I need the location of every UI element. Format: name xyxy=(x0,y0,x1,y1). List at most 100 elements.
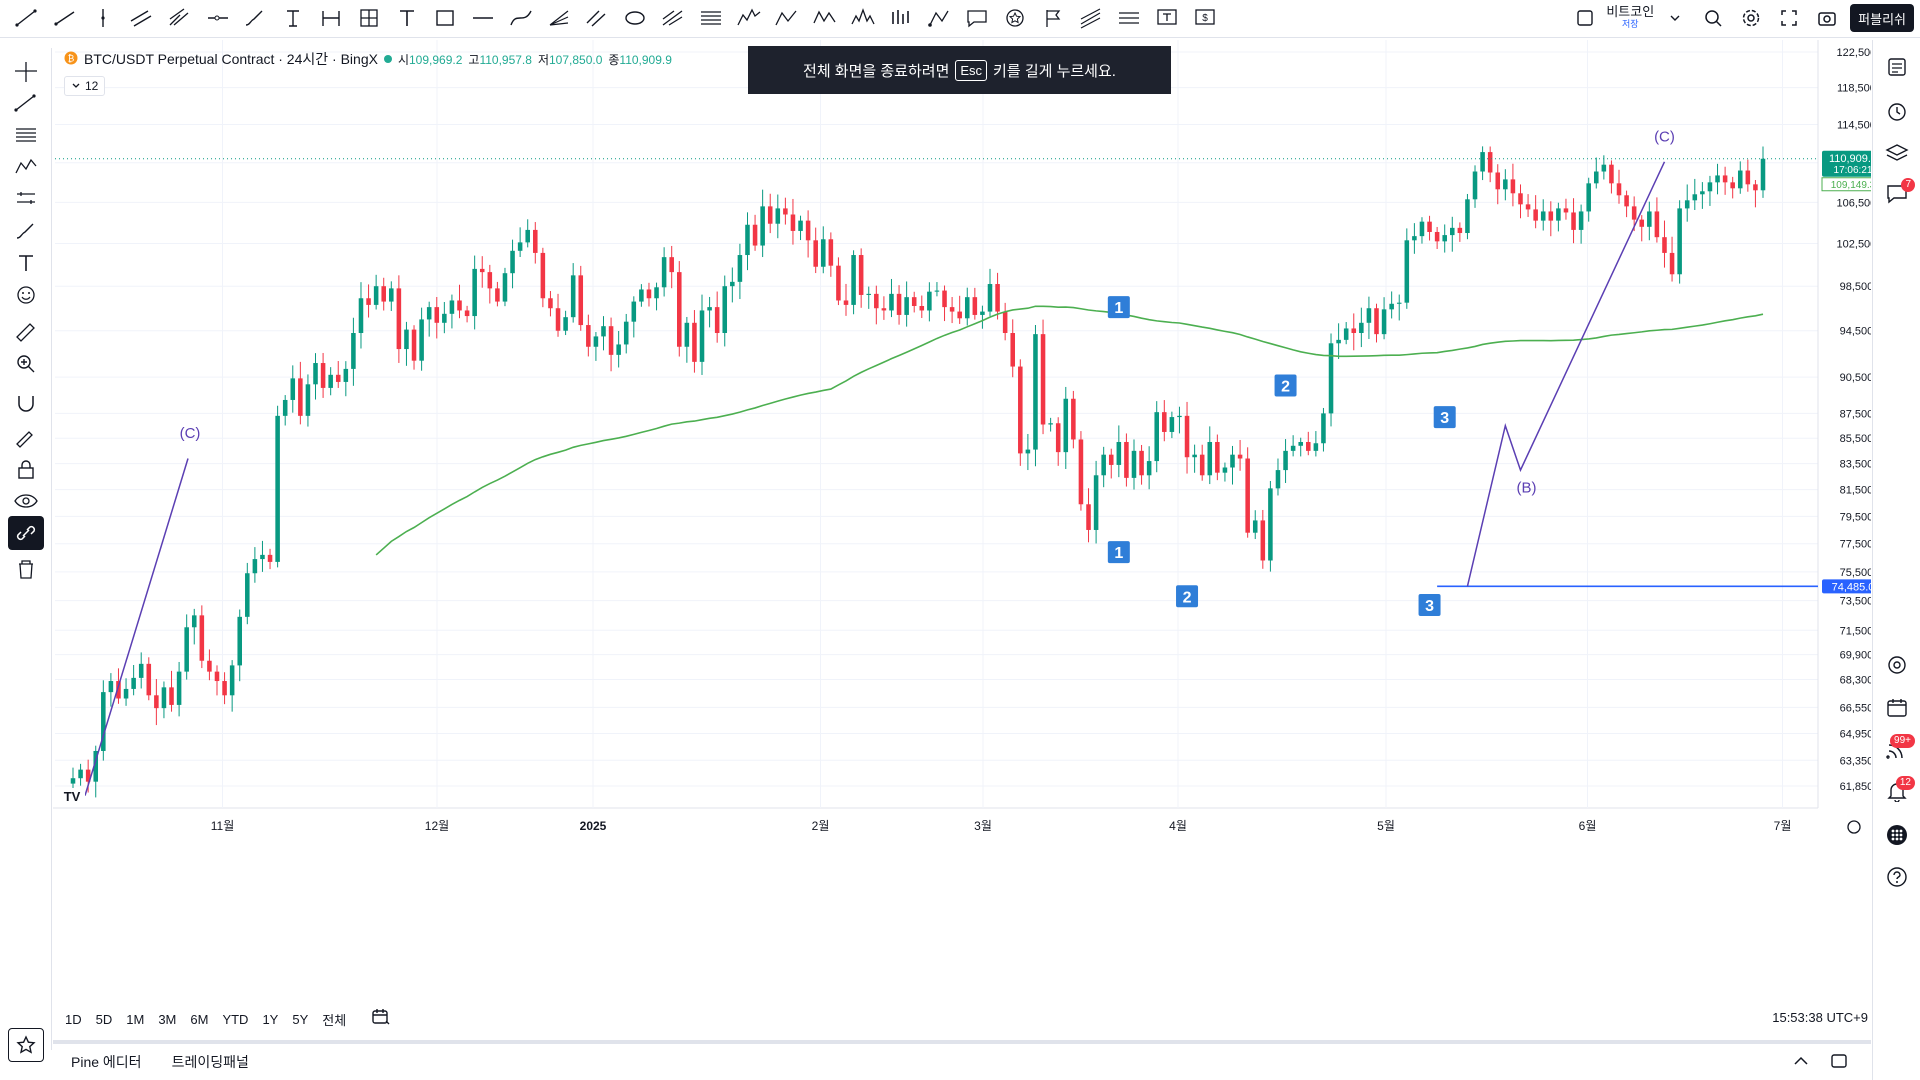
candle-body[interactable] xyxy=(1359,322,1364,334)
candle-body[interactable] xyxy=(1199,454,1205,476)
stream-icon[interactable]: 99+ xyxy=(1879,732,1915,766)
candle-body[interactable] xyxy=(623,321,629,345)
candle-body[interactable] xyxy=(161,687,167,709)
symbol-save-box[interactable]: 비트코인 저장 xyxy=(1570,3,1690,33)
candle-body[interactable] xyxy=(1055,423,1061,453)
candle-body[interactable] xyxy=(1540,211,1546,221)
candle-body[interactable] xyxy=(1328,343,1334,414)
candle-body[interactable] xyxy=(752,224,758,246)
candle-body[interactable] xyxy=(1010,333,1016,367)
candle-body[interactable] xyxy=(1412,236,1417,241)
price-chart[interactable]: 122,500.0 118,500.0 114,500.0 106,500.0 102,… xyxy=(53,40,1871,1030)
candle-body[interactable] xyxy=(1366,308,1372,323)
candle-body[interactable] xyxy=(313,363,318,385)
candle-body[interactable] xyxy=(275,415,280,562)
vertical-line-icon[interactable] xyxy=(84,0,122,36)
fib-icon[interactable] xyxy=(8,118,44,152)
candle-body[interactable] xyxy=(881,308,887,311)
indicator-collapse-button[interactable]: 12 xyxy=(64,76,106,96)
candle-body[interactable] xyxy=(608,326,614,355)
candle-body[interactable] xyxy=(533,229,538,253)
candle-body[interactable] xyxy=(578,275,584,326)
callout-icon[interactable] xyxy=(958,0,996,36)
candle-body[interactable] xyxy=(874,293,879,309)
ray-icon[interactable] xyxy=(46,0,84,36)
wave-count-marker[interactable] xyxy=(1433,406,1456,429)
wave-count-marker[interactable] xyxy=(1274,374,1297,397)
candle-body[interactable] xyxy=(692,322,697,362)
text-note-icon[interactable] xyxy=(1148,0,1186,36)
candle-body[interactable] xyxy=(1745,170,1751,185)
candle-body[interactable] xyxy=(1457,227,1463,234)
regression-icon[interactable] xyxy=(1072,0,1110,36)
candle-body[interactable] xyxy=(927,291,932,311)
candle-body[interactable] xyxy=(896,293,902,315)
brush-icon[interactable] xyxy=(8,214,44,248)
candle-body[interactable] xyxy=(540,252,546,299)
candle-body[interactable] xyxy=(252,559,258,574)
candle-body[interactable] xyxy=(616,344,621,355)
candle-body[interactable] xyxy=(1215,441,1220,473)
candle-body[interactable] xyxy=(904,297,909,315)
candle-body[interactable] xyxy=(1351,328,1357,334)
wave-count-marker[interactable] xyxy=(1418,594,1441,617)
candle-body[interactable] xyxy=(1321,413,1326,444)
candle-body[interactable] xyxy=(108,681,114,693)
candle-body[interactable] xyxy=(843,300,849,305)
quick-search-icon[interactable] xyxy=(1698,3,1728,33)
candle-body[interactable] xyxy=(1063,398,1069,453)
elliott-wave-icon[interactable] xyxy=(730,0,768,36)
anchored-vwap-icon[interactable] xyxy=(920,0,958,36)
range-전체[interactable]: 전체 xyxy=(322,1012,347,1028)
candle-body[interactable] xyxy=(502,273,508,302)
chat-icon[interactable]: 7 xyxy=(1879,176,1915,210)
candle-body[interactable] xyxy=(1578,211,1584,230)
candle-body[interactable] xyxy=(684,322,690,347)
range-1m[interactable]: 1M xyxy=(126,1011,145,1027)
apps-icon[interactable] xyxy=(1879,818,1915,852)
candle-body[interactable] xyxy=(419,319,424,361)
candle-body[interactable] xyxy=(1252,520,1258,533)
candle-body[interactable] xyxy=(1306,441,1311,451)
range-ytd[interactable]: YTD xyxy=(222,1011,249,1027)
candle-body[interactable] xyxy=(1495,172,1501,190)
candle-body[interactable] xyxy=(1146,461,1152,476)
date-range-icon[interactable] xyxy=(312,0,350,36)
candle-body[interactable] xyxy=(828,239,834,266)
wave-abc-line[interactable] xyxy=(1466,161,1666,587)
candle-body[interactable] xyxy=(1518,193,1523,205)
candle-body[interactable] xyxy=(146,663,152,696)
candle-body[interactable] xyxy=(745,224,750,256)
candle-body[interactable] xyxy=(479,268,485,273)
candle-body[interactable] xyxy=(1647,211,1652,227)
candle-body[interactable] xyxy=(1533,209,1538,221)
candle-body[interactable] xyxy=(1131,450,1137,478)
parallel-channel-icon[interactable] xyxy=(122,0,160,36)
candle-body[interactable] xyxy=(1624,195,1629,207)
wave-count-marker[interactable] xyxy=(1107,296,1130,319)
candle-body[interactable] xyxy=(1556,208,1561,221)
candle-body[interactable] xyxy=(222,681,227,696)
candle-body[interactable] xyxy=(1222,467,1228,473)
candle-body[interactable] xyxy=(298,378,303,416)
candle-body[interactable] xyxy=(366,298,371,305)
candle-body[interactable] xyxy=(70,778,76,784)
candle-body[interactable] xyxy=(1571,212,1576,230)
candle-body[interactable] xyxy=(1427,221,1432,232)
maximize-panel-icon[interactable] xyxy=(1831,1054,1847,1071)
camera-icon[interactable] xyxy=(1812,3,1842,33)
candle-body[interactable] xyxy=(1177,415,1182,418)
candle-body[interactable] xyxy=(1040,334,1046,425)
candle-body[interactable] xyxy=(1230,454,1235,468)
candle-body[interactable] xyxy=(677,272,682,347)
candle-body[interactable] xyxy=(722,286,728,334)
candle-body[interactable] xyxy=(714,307,720,334)
crosshair-icon[interactable] xyxy=(8,54,44,88)
candle-body[interactable] xyxy=(214,671,220,682)
text-icon[interactable] xyxy=(8,246,44,280)
candle-body[interactable] xyxy=(1442,235,1447,242)
rectangle-icon[interactable] xyxy=(426,0,464,36)
candle-body[interactable] xyxy=(820,239,826,267)
lock-draw-icon[interactable] xyxy=(8,420,44,454)
watchlist-icon[interactable] xyxy=(1879,50,1915,84)
